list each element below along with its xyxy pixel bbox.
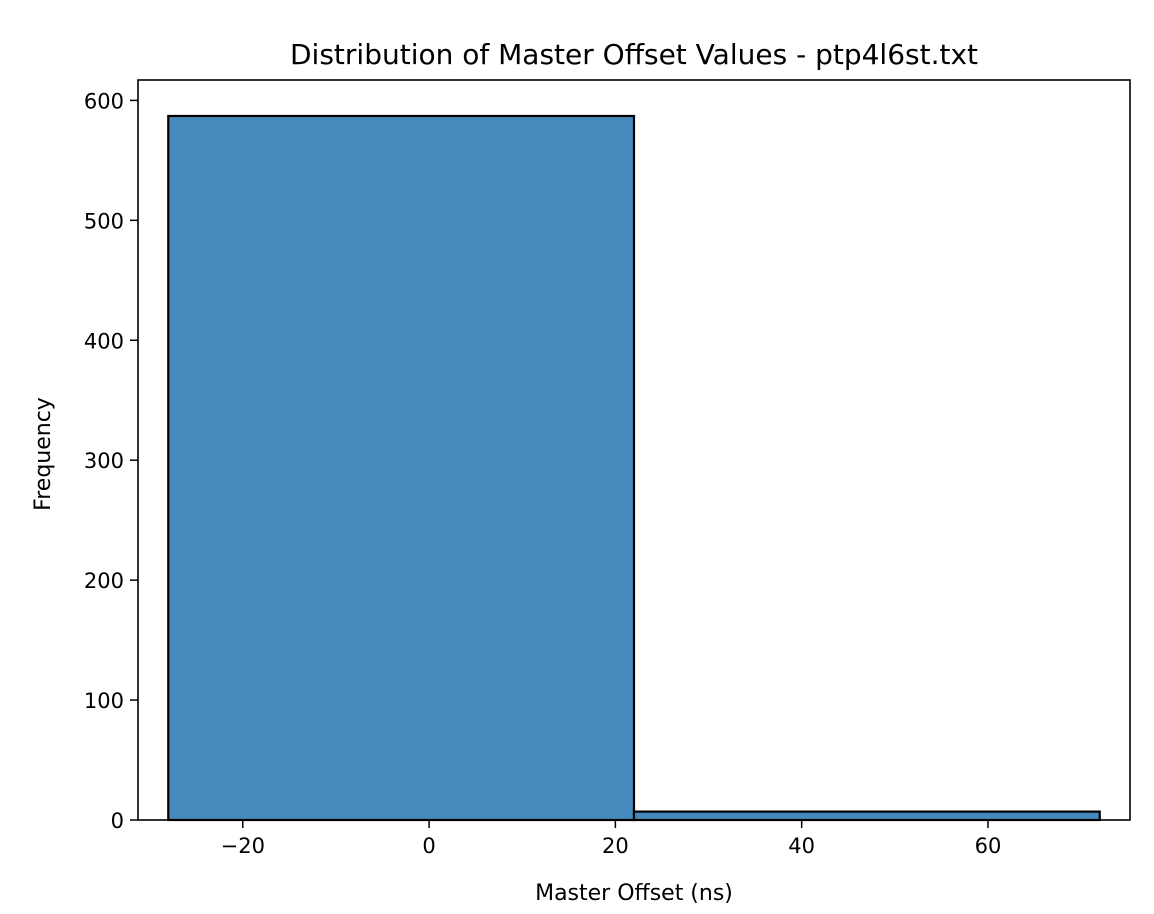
x-axis: −20 0 20 40 60 [221,820,1002,858]
y-tick-label: 100 [84,689,124,713]
x-axis-label: Master Offset (ns) [535,881,733,906]
x-tick-label: 60 [975,834,1002,858]
x-tick-label: −20 [221,834,265,858]
bars [167,114,1101,822]
y-tick-label: 600 [84,89,124,113]
y-tick-label: 200 [84,569,124,593]
y-tick-label: 0 [111,809,124,833]
y-tick-label: 300 [84,449,124,473]
y-tick-label: 400 [84,329,124,353]
x-tick-label: 40 [788,834,815,858]
y-tick-label: 500 [84,209,124,233]
y-axis: 0 100 200 300 400 500 600 [84,89,138,833]
plot-frame [137,79,1131,821]
histogram-bar-2 [632,810,1101,822]
chart-title: Distribution of Master Offset Values - p… [290,38,978,71]
y-axis-label: Frequency [31,397,56,511]
histogram-bar-1 [167,114,636,822]
x-tick-label: 0 [422,834,435,858]
x-tick-label: 20 [602,834,629,858]
